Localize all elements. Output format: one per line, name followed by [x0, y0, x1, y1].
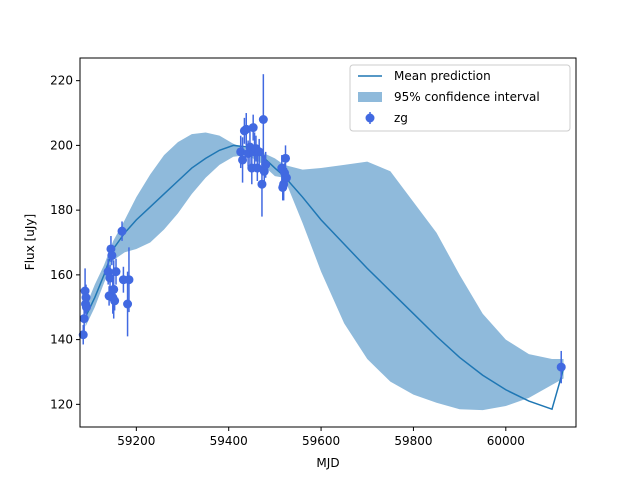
data-point: [110, 291, 120, 311]
x-tick-label: 59600: [302, 434, 340, 448]
data-marker: [261, 160, 271, 170]
data-marker: [81, 302, 91, 312]
data-marker: [257, 179, 267, 189]
data-marker: [78, 330, 88, 340]
data-marker: [281, 173, 291, 183]
data-marker: [238, 155, 248, 165]
y-tick-label: 140: [50, 333, 73, 347]
data-point: [238, 137, 248, 183]
data-point: [111, 258, 121, 285]
x-tick-label: 59400: [210, 434, 248, 448]
x-axis-label: MJD: [316, 456, 339, 470]
axes-frame: [79, 57, 577, 428]
data-point: [252, 155, 262, 181]
data-marker: [110, 296, 120, 306]
data-point: [248, 114, 258, 141]
data-marker: [556, 362, 566, 372]
data-marker: [109, 284, 119, 294]
data-marker: [79, 314, 89, 324]
data-marker: [124, 275, 134, 285]
data-marker: [107, 250, 117, 260]
data-marker: [241, 124, 251, 134]
y-tick-label: 220: [50, 74, 73, 88]
data-marker: [105, 273, 115, 283]
legend-swatch-marker: [365, 113, 375, 123]
data-marker: [123, 299, 133, 309]
data-point: [124, 247, 134, 313]
data-point: [241, 113, 251, 146]
data-marker: [248, 123, 258, 133]
data-point: [281, 168, 291, 188]
y-tick-label: 180: [50, 203, 73, 217]
data-marker: [111, 267, 121, 277]
data-point: [105, 265, 115, 292]
x-tick-label: 59800: [394, 434, 432, 448]
data-point: [258, 74, 268, 165]
y-tick-label: 160: [50, 268, 73, 282]
x-tick-label: 60000: [487, 434, 525, 448]
data-point: [78, 325, 88, 345]
legend-swatch-patch: [358, 92, 382, 102]
legend-box: [349, 64, 571, 132]
legend-label: 95% confidence interval: [394, 90, 540, 104]
data-point: [261, 151, 271, 178]
legend-label: zg: [394, 111, 408, 125]
data-point: [281, 145, 291, 172]
x-tick-label: 59200: [117, 434, 155, 448]
y-axis-label: Flux [uJy]: [23, 214, 37, 270]
y-tick-label: 120: [50, 397, 73, 411]
data-marker: [281, 153, 291, 163]
legend: Mean prediction 95% confidence interval zg: [349, 64, 571, 132]
data-point: [107, 245, 117, 266]
data-marker: [236, 147, 246, 157]
legend-label: Mean prediction: [394, 69, 491, 83]
data-marker: [117, 226, 127, 236]
data-point: [81, 297, 91, 317]
data-marker: [258, 115, 268, 124]
data-point: [117, 221, 127, 241]
data-marker: [252, 163, 262, 173]
data-point: [556, 350, 566, 384]
plot-area: [78, 74, 566, 411]
confidence-band: [85, 132, 564, 411]
y-tick-label: 200: [50, 138, 73, 152]
axes: 59200 59400 59600 59800 60000 120 140 160 180 200…: [50, 57, 577, 448]
